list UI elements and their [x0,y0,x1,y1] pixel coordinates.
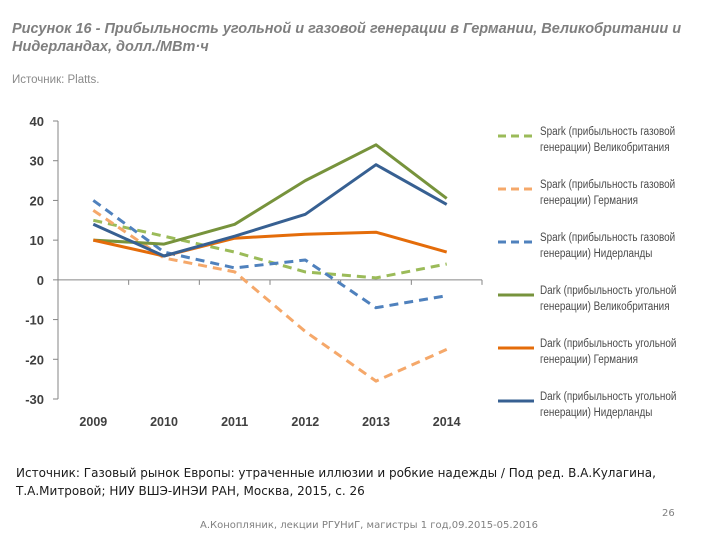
footer-text: А.Конопляник, лекции РГУНиГ, магистры 1 … [200,520,539,531]
x-axis-ticks: 2009 2010 2011 2012 2013 2014 [57,279,483,429]
page-number: 26 [662,508,675,519]
legend-swatch [498,293,534,297]
x-tick-label: 2014 [433,415,461,429]
x-tick-label: 2012 [291,415,319,429]
series-line-1 [92,209,448,383]
chart-series [92,143,448,383]
series-line-4 [92,230,448,258]
chart-source: Источник: Platts. [12,74,100,86]
chart-title: Рисунок 16 - Прибыльность угольной и газ… [12,21,682,55]
legend-label: Dark (прибыльность угольной генерации) Ге… [540,338,677,366]
source-caption: Источник: Газовый рынок Европы: утраченн… [16,466,656,498]
y-tick-label: -30 [25,392,44,407]
legend-item-spark-nl: Spark (прибыльность газовой генерации) Ни… [498,230,713,264]
legend-swatch [498,134,534,138]
series-line-0 [92,218,447,280]
series-line-2 [92,199,447,310]
legend-label: Dark (прибыльность угольной генерации) Ве… [540,285,677,313]
y-axis-ticks: 40 30 20 10 0 -10 -20 -30 [25,114,58,407]
legend-item-dark-de: Dark (прибыльность угольной генерации) Ге… [498,336,713,370]
y-tick-label: -20 [25,352,44,367]
legend-swatch [498,346,534,350]
legend-item-spark-uk: Spark (прибыльность газовой генерации) Ве… [498,124,713,158]
x-tick-label: 2011 [221,415,248,429]
legend-label: Spark (прибыльность газовой генерации) Ни… [540,232,676,260]
legend-label: Spark (прибыльность газовой генерации) Ве… [540,126,676,154]
y-tick-label: 10 [30,233,44,248]
legend-item-dark-uk: Dark (прибыльность угольной генерации) Ве… [498,283,713,317]
legend-swatch [498,399,534,403]
legend-swatch [498,187,534,191]
x-tick-label: 2010 [150,415,178,429]
y-tick-label: 0 [37,273,44,288]
chart-axes [57,121,482,399]
y-tick-label: 30 [30,154,44,169]
legend-label: Dark (прибыльность угольной генерации) Ни… [540,391,677,419]
series-line-3 [93,143,448,246]
y-tick-label: 40 [30,114,44,129]
y-tick-label: 20 [30,193,44,208]
legend-swatch [498,240,534,244]
y-tick-label: -10 [25,313,44,328]
legend-item-spark-de: Spark (прибыльность газовой генерации) Ге… [498,177,713,211]
legend-item-dark-nl: Dark (прибыльность угольной генерации) Ни… [498,389,713,423]
x-tick-label: 2013 [362,415,390,429]
x-tick-label: 2009 [79,415,107,429]
legend-label: Spark (прибыльность газовой генерации) Ге… [540,179,676,207]
series-line-5 [92,163,448,258]
